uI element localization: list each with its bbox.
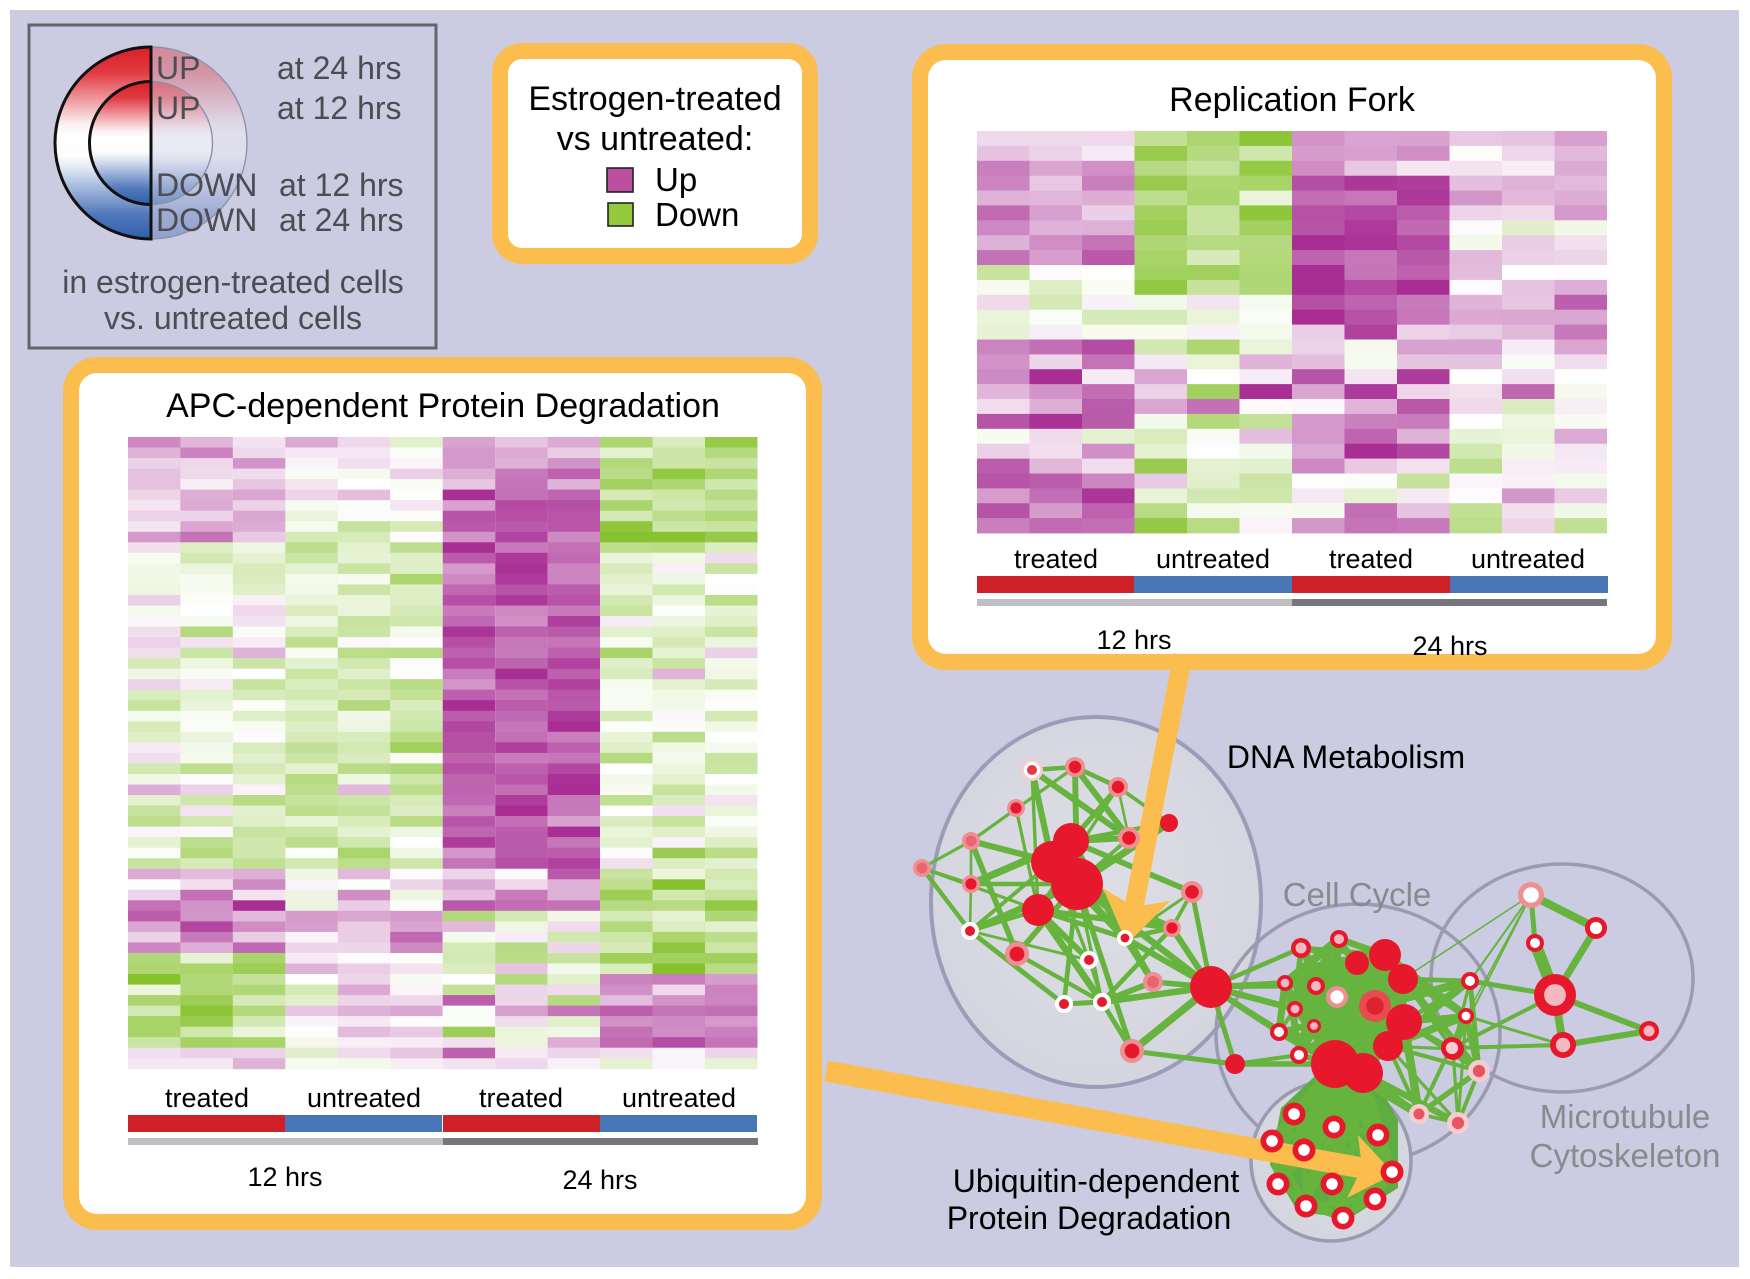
svg-text:Down: Down	[655, 196, 739, 233]
svg-text:Up: Up	[655, 161, 697, 198]
svg-text:Microtubule: Microtubule	[1540, 1098, 1711, 1135]
svg-text:untreated: untreated	[307, 1083, 421, 1113]
svg-text:vs. untreated cells: vs. untreated cells	[104, 300, 362, 336]
svg-text:Cell Cycle: Cell Cycle	[1283, 876, 1432, 913]
svg-text:UP: UP	[156, 50, 200, 86]
svg-text:at 24 hrs: at 24 hrs	[277, 50, 402, 86]
svg-text:24 hrs: 24 hrs	[1412, 631, 1487, 661]
svg-text:DOWN: DOWN	[156, 167, 257, 203]
svg-text:at 24 hrs: at 24 hrs	[279, 202, 404, 238]
svg-text:Estrogen-treated: Estrogen-treated	[528, 80, 781, 118]
svg-text:at 12 hrs: at 12 hrs	[279, 167, 404, 203]
svg-text:APC-dependent Protein Degradat: APC-dependent Protein Degradation	[166, 387, 720, 425]
svg-text:Ubiquitin-dependent: Ubiquitin-dependent	[953, 1163, 1240, 1199]
svg-text:treated: treated	[165, 1083, 249, 1113]
svg-text:in estrogen-treated cells: in estrogen-treated cells	[62, 264, 404, 300]
svg-text:at 12 hrs: at 12 hrs	[277, 90, 402, 126]
svg-text:Cytoskeleton: Cytoskeleton	[1530, 1137, 1721, 1174]
svg-text:treated: treated	[479, 1083, 563, 1113]
svg-text:untreated: untreated	[1156, 544, 1270, 574]
svg-text:DNA Metabolism: DNA Metabolism	[1227, 739, 1465, 775]
svg-text:vs untreated:: vs untreated:	[557, 120, 754, 158]
svg-text:Replication Fork: Replication Fork	[1169, 81, 1416, 119]
svg-text:treated: treated	[1329, 544, 1413, 574]
svg-text:untreated: untreated	[622, 1083, 736, 1113]
svg-text:24 hrs: 24 hrs	[562, 1165, 637, 1195]
svg-text:12 hrs: 12 hrs	[1096, 625, 1171, 655]
svg-text:DOWN: DOWN	[156, 202, 257, 238]
svg-text:untreated: untreated	[1471, 544, 1585, 574]
svg-text:treated: treated	[1014, 544, 1098, 574]
svg-text:12 hrs: 12 hrs	[247, 1162, 322, 1192]
svg-text:UP: UP	[156, 90, 200, 126]
svg-text:Protein Degradation: Protein Degradation	[947, 1200, 1232, 1236]
